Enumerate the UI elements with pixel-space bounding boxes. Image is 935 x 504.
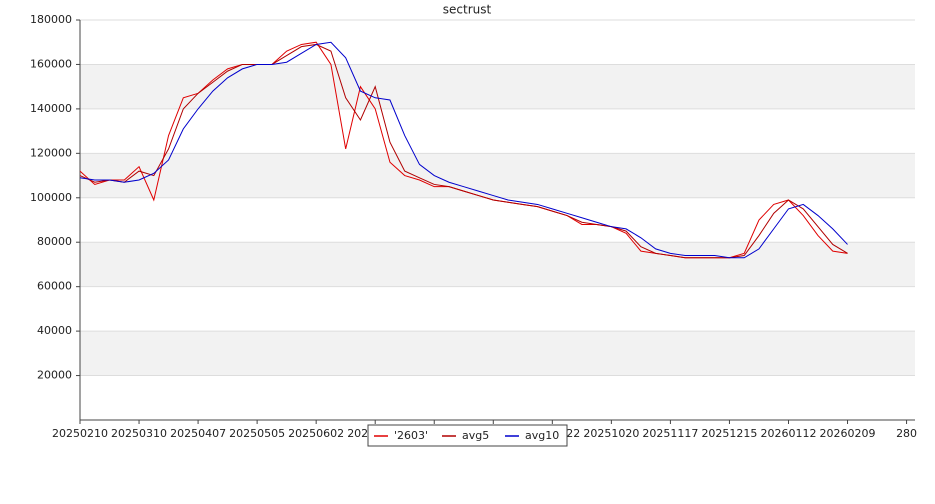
x-tick-label: 20250210 [52, 427, 108, 440]
legend-label: avg10 [525, 429, 559, 442]
x-tick-label: 20251117 [642, 427, 698, 440]
series-line [79, 41, 848, 259]
series-line [79, 43, 848, 259]
legend: '2603' avg5 avg10 [367, 424, 568, 447]
grid-band [80, 153, 915, 198]
y-tick-label: 40000 [37, 324, 72, 337]
x-tick-label: 20250310 [111, 427, 167, 440]
y-tick-label: 80000 [37, 235, 72, 248]
x-tick-label: 20251020 [583, 427, 639, 440]
x-tick-label: 20250407 [170, 427, 226, 440]
y-tick-label: 100000 [30, 191, 72, 204]
y-tick-label: 160000 [30, 57, 72, 70]
x-tick-label: 20251215 [701, 427, 757, 440]
x-tick-label: 280 [896, 427, 917, 440]
legend-label: '2603' [394, 429, 428, 442]
y-tick-label: 120000 [30, 146, 72, 159]
x-tick-label: 20260209 [820, 427, 876, 440]
y-tick-label: 140000 [30, 102, 72, 115]
y-tick-label: 60000 [37, 280, 72, 293]
y-tick-label: 20000 [37, 369, 72, 382]
x-tick-label: 20250505 [229, 427, 285, 440]
grid-band [80, 64, 915, 109]
chart-title: sectrust [443, 3, 492, 17]
grid-band [80, 331, 915, 376]
x-tick-label: 20250602 [288, 427, 344, 440]
y-tick-label: 180000 [30, 13, 72, 26]
legend-box [367, 424, 568, 447]
legend-label: avg5 [462, 429, 489, 442]
x-tick-label: 20260112 [760, 427, 816, 440]
grid-band [80, 242, 915, 287]
